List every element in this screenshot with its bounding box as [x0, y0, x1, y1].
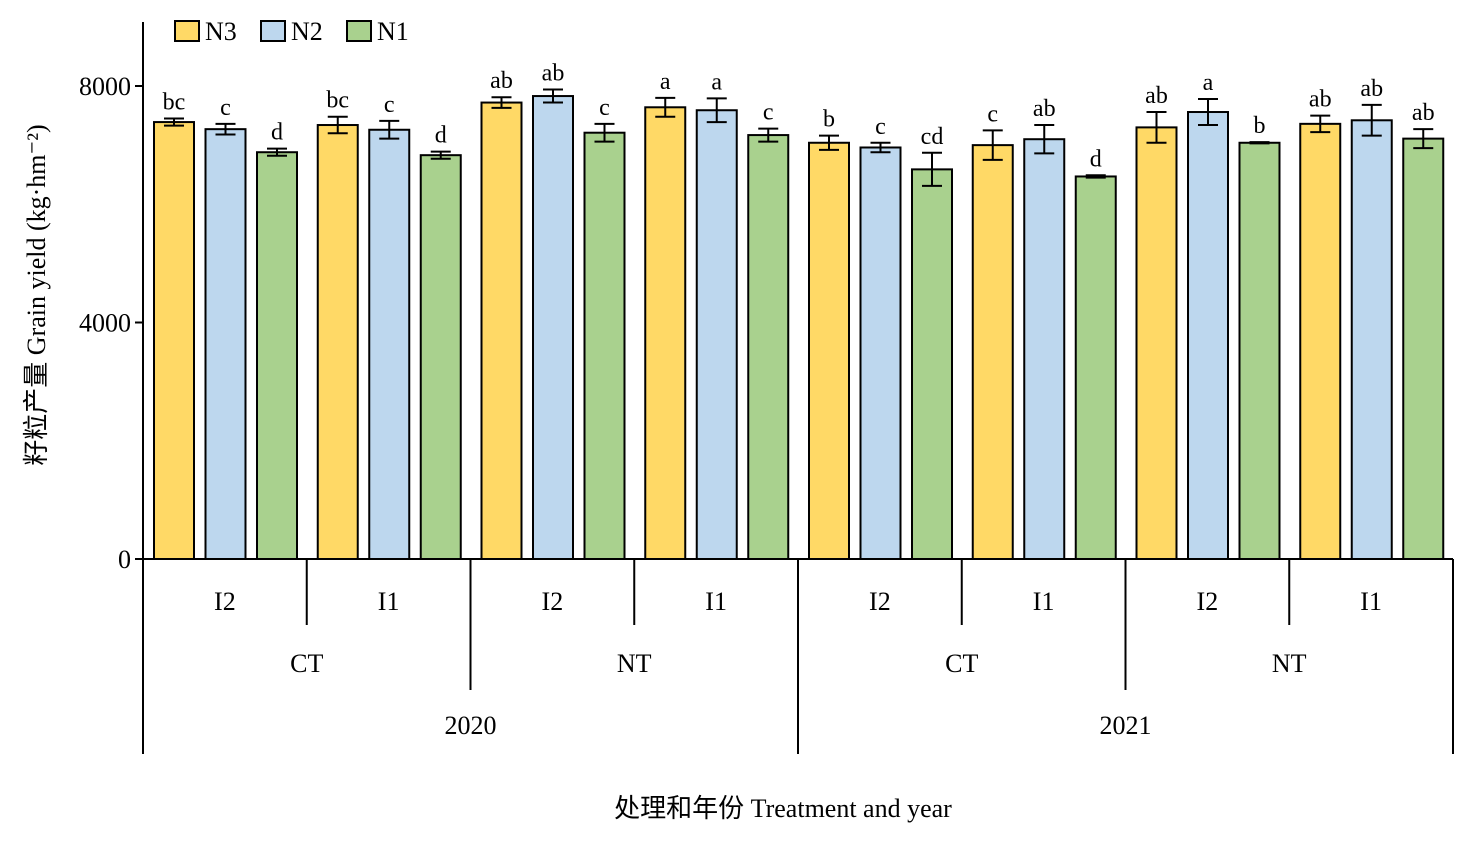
bar: [532, 95, 574, 561]
y-tick-label: 0: [118, 545, 131, 574]
y-tick-label: 4000: [79, 309, 131, 338]
significance-label: a: [1203, 70, 1214, 96]
legend-swatch: [174, 20, 200, 42]
irrigation-label: I2: [869, 587, 891, 616]
bar: [153, 121, 195, 560]
bar: [1402, 137, 1445, 560]
bar: [1187, 111, 1229, 560]
bar: [316, 124, 359, 561]
x-axis-title: 处理和年份 Treatment and year: [614, 794, 952, 823]
irrigation-label: I1: [1360, 587, 1382, 616]
significance-label: d: [271, 120, 283, 146]
significance-label: c: [599, 95, 610, 121]
bar: [1350, 119, 1393, 560]
bar: [808, 141, 850, 560]
tillage-label: NT: [617, 649, 652, 678]
significance-label: c: [763, 100, 774, 126]
irrigation-label: I1: [378, 587, 400, 616]
significance-label: ab: [1033, 96, 1056, 122]
bar: [1135, 126, 1178, 560]
bar: [256, 151, 298, 560]
bar: [1299, 122, 1342, 560]
bar: [859, 146, 902, 561]
y-tick-label: 8000: [79, 72, 131, 101]
legend-label: N2: [291, 17, 323, 46]
significance-label: ab: [542, 61, 565, 87]
significance-label: bc: [326, 88, 349, 114]
bar: [480, 101, 523, 561]
bar: [368, 128, 411, 560]
legend-label: N3: [205, 17, 237, 46]
legend-swatch: [260, 20, 286, 42]
significance-label: c: [384, 92, 395, 118]
tillage-label: CT: [945, 649, 978, 678]
significance-label: c: [987, 101, 998, 127]
bar: [911, 168, 953, 561]
irrigation-label: I2: [542, 587, 564, 616]
bar: [1023, 138, 1066, 560]
bar: [583, 131, 626, 561]
significance-label: cd: [921, 124, 944, 150]
significance-label: ab: [1145, 83, 1168, 109]
irrigation-label: I1: [705, 587, 727, 616]
year-label: 2020: [445, 711, 497, 740]
significance-label: ab: [1360, 76, 1383, 102]
year-label: 2021: [1100, 711, 1152, 740]
tillage-label: CT: [290, 649, 323, 678]
significance-label: bc: [163, 90, 186, 116]
significance-label: a: [711, 69, 722, 95]
bar: [644, 106, 687, 560]
significance-label: ab: [1412, 100, 1435, 126]
bar: [971, 144, 1014, 560]
y-axis-title: 籽粒产量 Grain yield (kg·hm⁻²): [22, 124, 51, 465]
bar: [1238, 141, 1281, 560]
bar: [747, 134, 790, 560]
bar: [1074, 175, 1117, 560]
bar: [204, 128, 247, 560]
significance-label: d: [435, 123, 447, 149]
irrigation-label: I2: [214, 587, 236, 616]
significance-label: ab: [1309, 87, 1332, 113]
significance-label: c: [875, 114, 886, 140]
legend: N3 N2 N1: [174, 17, 409, 46]
significance-label: a: [660, 69, 671, 95]
bar: [419, 154, 462, 561]
irrigation-label: I2: [1197, 587, 1219, 616]
significance-label: ab: [490, 68, 513, 94]
irrigation-label: I1: [1033, 587, 1055, 616]
significance-label: d: [1090, 146, 1102, 172]
significance-label: b: [1254, 113, 1266, 139]
significance-label: c: [220, 95, 231, 121]
significance-label: b: [823, 107, 835, 133]
bar: [695, 109, 738, 561]
tillage-label: NT: [1272, 649, 1307, 678]
legend-swatch: [346, 20, 372, 42]
legend-label: N1: [377, 17, 409, 46]
